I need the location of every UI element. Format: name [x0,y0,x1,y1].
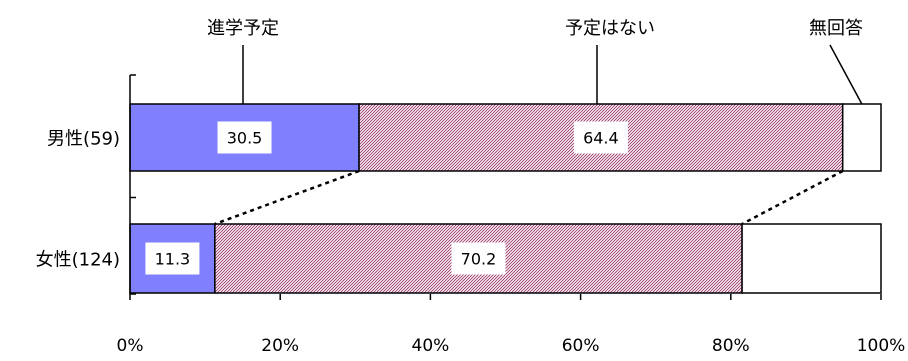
legend-callout-label: 予定はない [565,18,655,39]
data-label-box [573,121,628,154]
x-tick-label: 100% [857,336,906,356]
data-label: 70.2 [461,250,497,269]
x-tick-label: 60% [562,336,600,356]
data-label-box [451,242,506,275]
legend-callout-label: 無回答 [809,18,863,39]
series-connector-line [214,169,360,226]
series-connector-line [741,169,844,226]
category-label: 女性(124) [36,250,120,271]
x-tick-label: 0% [117,336,144,356]
data-label-box [145,242,200,275]
legend-callout-label: 進学予定 [207,18,279,39]
x-tick-label: 20% [261,336,299,356]
category-label: 男性(59) [47,129,120,150]
bar-segment [841,103,882,172]
data-label: 30.5 [227,129,263,148]
data-label-box [217,121,272,154]
x-tick-label: 80% [712,336,750,356]
x-tick-label: 40% [412,336,450,356]
bar-segment [741,223,882,294]
data-label: 11.3 [155,250,191,269]
data-label: 64.4 [583,129,619,148]
legend-leader-line [829,44,863,105]
